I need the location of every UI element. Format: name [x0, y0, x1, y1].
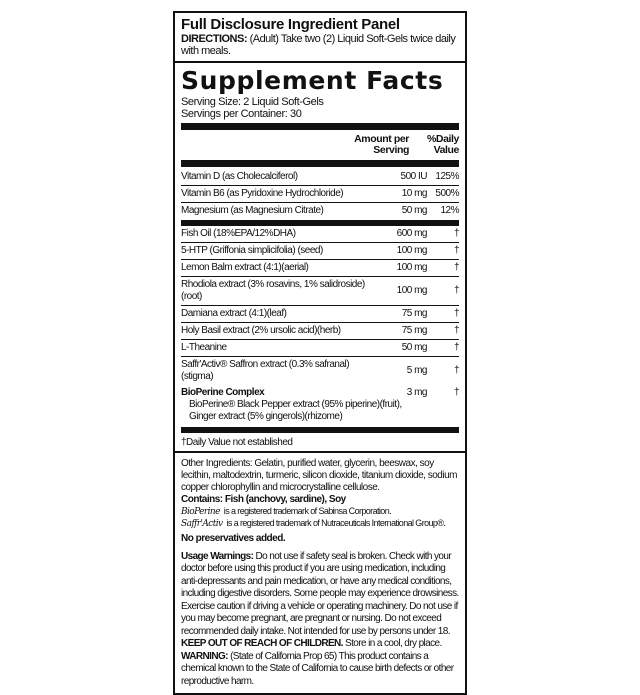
divider	[181, 160, 459, 167]
ingredient-amount: 100 mg	[396, 261, 428, 273]
ingredient-name: Fish Oil (18%EPA/12%DHA)	[181, 227, 296, 239]
ingredient-dv: 125%	[435, 171, 459, 182]
ingredient-dv: †	[453, 244, 460, 256]
ingredient-amount: 50 mg	[401, 205, 428, 217]
table-row: Rhodiola extract (3% rosavins, 1% salidr…	[181, 277, 460, 306]
ingredient-amount: 75 mg	[401, 307, 428, 319]
footnote: †Daily Value not established	[181, 436, 293, 448]
ingredient-amount: 600 mg	[396, 227, 428, 239]
ingredient-dv: †	[453, 261, 460, 273]
ingredient-amount: 100 mg	[396, 284, 428, 296]
table-row: Damiana extract (4:1)(leaf) 75 mg †	[181, 306, 460, 323]
panel-title: Full Disclosure Ingredient Panel	[181, 16, 400, 33]
ingredient-name: L-Theanine	[181, 341, 227, 353]
usage-warnings: Usage Warnings: Do not use if safety sea…	[181, 551, 459, 689]
directions: DIRECTIONS: (Adult) Take two (2) Liquid …	[181, 33, 459, 57]
ingredient-dv: 500%	[435, 188, 459, 199]
serving-size: Serving Size: 2 Liquid Soft-Gels	[181, 96, 324, 108]
ingredient-name: Saffr'Activ® Saffron extract (0.3% safra…	[181, 358, 350, 382]
prop65-label: WARNING:	[181, 650, 228, 662]
ingredient-name: Magnesium (as Magnesium Citrate)	[181, 205, 324, 217]
complex-sub-ingredient: BioPerine® Black Pepper extract (95% pip…	[189, 398, 402, 410]
other-ingredients: Other Ingredients: Gelatin, purified wat…	[181, 457, 457, 493]
ingredient-panel: Full Disclosure Ingredient Panel DIRECTI…	[173, 11, 467, 695]
supplement-facts: Supplement Facts Serving Size: 2 Liquid …	[175, 66, 465, 453]
ingredient-amount: 75 mg	[401, 324, 428, 336]
servings-per-container: Servings per Container: 30	[181, 108, 302, 120]
saffractiv-logo: Saffr'Activ	[181, 518, 223, 529]
facts-title: Supplement Facts	[181, 66, 444, 95]
divider	[181, 123, 459, 130]
trademark-saffractiv: Saffr'Activ is a registered trademark of …	[181, 518, 459, 530]
ingredient-name: Rhodiola extract (3% rosavins, 1% salidr…	[181, 278, 365, 302]
ingredient-rows: Fish Oil (18%EPA/12%DHA) 600 mg † 5-HTP (Gr…	[181, 226, 460, 385]
table-row: Magnesium (as Magnesium Citrate) 50 mg 12%	[181, 203, 460, 220]
ingredient-amount: 3 mg	[406, 386, 428, 398]
warnings-text: Do not use if safety seal is broken. Che…	[181, 550, 459, 637]
ingredient-dv: †	[453, 227, 460, 239]
ingredient-dv: †	[453, 284, 460, 296]
ingredient-amount: 100 mg	[396, 244, 428, 256]
ingredient-name: Vitamin B6 (as Pyridoxine Hydrochloride)	[181, 188, 344, 199]
bioperine-logo: BioPerine	[181, 506, 220, 517]
ingredient-dv: †	[453, 307, 460, 319]
directions-section: Full Disclosure Ingredient Panel DIRECTI…	[175, 13, 465, 63]
table-row: L-Theanine 50 mg †	[181, 340, 460, 357]
warnings-label: Usage Warnings:	[181, 550, 254, 562]
ingredient-name: Damiana extract (4:1)(leaf)	[181, 307, 287, 319]
ingredient-dv: †	[453, 364, 460, 376]
ingredient-dv: †	[453, 341, 460, 353]
ingredient-name: Vitamin D (as Cholecalciferol)	[181, 171, 298, 182]
table-row: Vitamin B6 (as Pyridoxine Hydrochloride)…	[181, 186, 460, 203]
ingredient-dv: †	[453, 324, 460, 336]
table-row: Lemon Balm extract (4:1)(aerial) 100 mg †	[181, 260, 460, 277]
ingredient-amount: 5 mg	[406, 364, 428, 376]
ingredient-name: Lemon Balm extract (4:1)(aerial)	[181, 261, 309, 273]
table-row: 5-HTP (Griffonia simplicifolia) (seed) 10…	[181, 243, 460, 260]
vitamin-rows: Vitamin D (as Cholecalciferol) 500 IU 125%…	[181, 169, 460, 220]
ingredient-name: Holy Basil extract (2% ursolic acid)(her…	[181, 324, 341, 336]
table-row: BioPerine Complex 3 mg † BioPerine® Blac…	[181, 385, 460, 425]
divider	[181, 219, 459, 226]
allergens: Contains: Fish (anchovy, sardine), Soy	[181, 493, 346, 505]
ingredient-dv: 12%	[440, 205, 459, 217]
table-row: Holy Basil extract (2% ursolic acid)(her…	[181, 323, 460, 340]
table-row: Vitamin D (as Cholecalciferol) 500 IU 125%	[181, 169, 460, 186]
other-info: Other Ingredients: Gelatin, purified wat…	[175, 453, 465, 694]
trademark-text: is a registered trademark of Sabinsa Cor…	[223, 505, 392, 516]
table-header: Amount per Serving %Daily Value	[181, 132, 459, 160]
col-dv: %Daily Value	[426, 133, 459, 156]
table-row: Fish Oil (18%EPA/12%DHA) 600 mg †	[181, 226, 460, 243]
ingredient-amount: 10 mg	[401, 188, 428, 199]
ingredient-dv: †	[453, 386, 460, 398]
divider	[181, 426, 459, 433]
ingredient-amount: 50 mg	[401, 341, 428, 353]
directions-label: DIRECTIONS:	[181, 33, 248, 45]
table-row: Saffr'Activ® Saffron extract (0.3% safra…	[181, 357, 460, 385]
complex-sub-ingredient: Ginger extract (5% gingerols)(rhizome)	[189, 410, 343, 422]
ingredient-name: BioPerine Complex	[181, 386, 265, 398]
directions-text: (Adult) Take two (2) Liquid Soft-Gels tw…	[181, 33, 456, 57]
trademark-bioperine: BioPerine is a registered trademark of Sa…	[181, 506, 459, 518]
ingredient-amount: 500 IU	[400, 171, 428, 182]
no-preservatives: No preservatives added.	[181, 532, 286, 544]
col-amount: Amount per Serving	[354, 133, 409, 156]
trademark-text: is a registered trademark of Nutraceutic…	[226, 517, 446, 528]
ingredient-name: 5-HTP (Griffonia simplicifolia) (seed)	[181, 244, 323, 256]
